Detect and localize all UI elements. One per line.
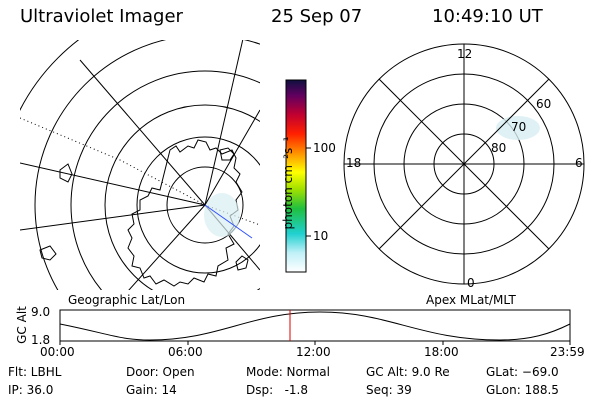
- mlat-label-70: 70: [511, 120, 527, 134]
- info-gain: Gain: 14: [126, 383, 177, 397]
- date-label: 25 Sep 07: [271, 6, 363, 27]
- apex-caption: Apex MLat/MLT: [426, 293, 516, 307]
- info-gc-alt: GC Alt: 9.0 Re: [366, 365, 450, 379]
- mlt-label-0: 0: [467, 276, 475, 290]
- mlt-label-12: 12: [457, 47, 473, 61]
- colorbar-unit-label: photon cm⁻²s⁻¹: [281, 136, 295, 230]
- altitude-plot: [59, 309, 571, 345]
- colorbar: [285, 79, 311, 273]
- colorbar-tick-10: 10: [313, 229, 329, 243]
- gc-alt-axis-label: GC Alt: [15, 306, 29, 344]
- info-ip: IP: 36.0: [8, 383, 54, 397]
- instrument-title: Ultraviolet Imager: [20, 6, 183, 27]
- mlt-label-18: 18: [346, 156, 362, 170]
- coastline: [127, 139, 243, 287]
- info-seq: Seq: 39: [366, 383, 412, 397]
- info-door: Door: Open: [126, 365, 195, 379]
- latitude-circles: [20, 40, 260, 290]
- info-glat: GLat: −69.0: [486, 365, 559, 379]
- info-flt: Flt: LBHL: [8, 365, 62, 379]
- time-label: 10:49:10 UT: [432, 6, 543, 27]
- alt-xtick-1200: 12:00: [296, 345, 331, 359]
- alt-xtick-0600: 06:00: [168, 345, 203, 359]
- altitude-curve: [59, 311, 571, 341]
- mlat-label-80: 80: [491, 141, 507, 155]
- geographic-map: [20, 40, 260, 290]
- mlt-label-6: 6: [575, 156, 583, 170]
- mlat-label-60: 60: [536, 97, 552, 111]
- info-dsp: Dsp: -1.8: [246, 383, 309, 397]
- alt-xtick-2359: 23:59: [550, 345, 585, 359]
- alt-xtick-0000: 00:00: [40, 345, 75, 359]
- info-glon: GLon: 188.5: [486, 383, 559, 397]
- colorbar-tick-100: 100: [313, 141, 336, 155]
- info-mode: Mode: Normal: [246, 365, 330, 379]
- longitude-lines: [20, 40, 260, 290]
- alt-ytick-9: 9.0: [31, 305, 51, 319]
- mlat-mlt-map: [343, 43, 585, 285]
- alt-ytick-1-8: 1.8: [31, 333, 51, 347]
- geographic-caption: Geographic Lat/Lon: [68, 293, 186, 307]
- alt-xtick-1800: 18:00: [424, 345, 459, 359]
